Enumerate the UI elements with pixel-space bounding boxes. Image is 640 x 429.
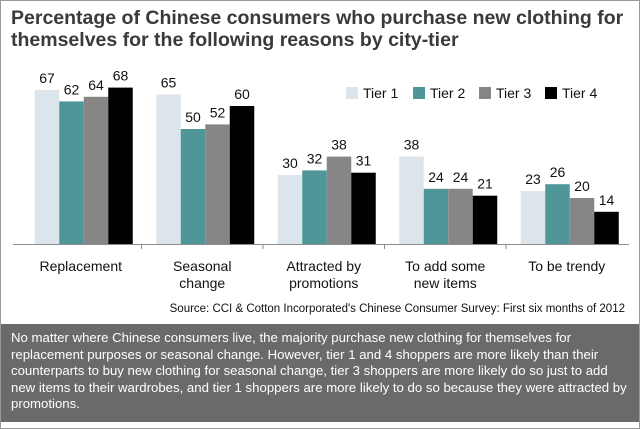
data-label: 65: [161, 75, 177, 91]
bar-tier-4-1: [229, 106, 255, 244]
category-label: Attracted by: [286, 258, 361, 274]
bar-tier-3-2: [326, 156, 352, 244]
bar-tier-2-3: [423, 188, 449, 244]
legend-swatch: [479, 87, 491, 99]
category-label: Seasonal: [173, 258, 231, 274]
legend-label: Tier 3: [496, 85, 532, 101]
legend-swatch: [413, 87, 425, 99]
legend-label: Tier 4: [562, 85, 598, 101]
category-label: promotions: [289, 275, 358, 291]
bar-tier-2-4: [545, 184, 570, 244]
data-label: 30: [282, 155, 298, 171]
data-label: 21: [477, 176, 493, 192]
data-label: 50: [185, 109, 201, 125]
legend-item-tier-1: Tier 1: [346, 85, 398, 101]
category-label: Replacement: [40, 258, 123, 274]
legend-label: Tier 2: [430, 85, 466, 101]
data-label: 31: [356, 153, 372, 169]
bar-tier-3-0: [83, 96, 109, 244]
legend-item-tier-2: Tier 2: [413, 85, 465, 101]
data-label: 52: [210, 104, 226, 120]
bar-chart: 67 62 64 68 Replacement 65 50 52 60 Seasonalchang…: [13, 68, 629, 291]
category-label: To be trendy: [528, 258, 605, 274]
data-label: 67: [39, 70, 55, 86]
data-label: 26: [550, 164, 566, 180]
bar-tier-1-2: [277, 175, 303, 244]
bar-tier-1-3: [399, 156, 424, 244]
category-label: new items: [414, 275, 477, 291]
chart-title: Percentage of Chinese consumers who purc…: [11, 7, 624, 51]
bar-tier-1-4: [520, 191, 546, 244]
bar-tier-2-0: [59, 101, 84, 245]
category-label: change: [179, 275, 225, 291]
bar-tier-3-4: [569, 198, 595, 244]
bar-tier-4-3: [472, 195, 498, 244]
category-label: To add some: [405, 258, 485, 274]
data-label: 64: [88, 77, 104, 93]
legend-label: Tier 1: [363, 85, 399, 101]
bar-tier-1-1: [156, 94, 181, 244]
data-label: 14: [599, 192, 615, 208]
data-label: 23: [525, 171, 541, 187]
data-label: 68: [113, 68, 129, 84]
bar-tier-2-2: [302, 170, 327, 244]
legend-swatch: [545, 87, 557, 99]
data-label: 32: [307, 150, 323, 166]
bar-tier-2-1: [180, 129, 206, 244]
data-label: 38: [404, 137, 420, 153]
data-label: 38: [331, 137, 347, 153]
bar-tier-1-0: [34, 89, 60, 245]
source-note: Source: CCI & Cotton Incorporated's Chin…: [169, 303, 625, 315]
data-label: 62: [64, 81, 80, 97]
legend-item-tier-3: Tier 3: [479, 85, 531, 101]
data-label: 60: [234, 86, 250, 102]
data-label: 24: [428, 169, 444, 185]
caption-text: No matter where Chinese consumers live, …: [1, 324, 639, 422]
legend-swatch: [346, 87, 358, 99]
data-label: 24: [453, 169, 469, 185]
bar-tier-4-4: [594, 211, 619, 244]
bar-tier-4-2: [351, 172, 376, 244]
legend-item-tier-4: Tier 4: [545, 85, 597, 101]
bar-tier-3-1: [205, 124, 230, 244]
bar-tier-3-3: [448, 188, 473, 244]
bar-tier-4-0: [108, 87, 133, 244]
data-label: 20: [574, 178, 590, 194]
